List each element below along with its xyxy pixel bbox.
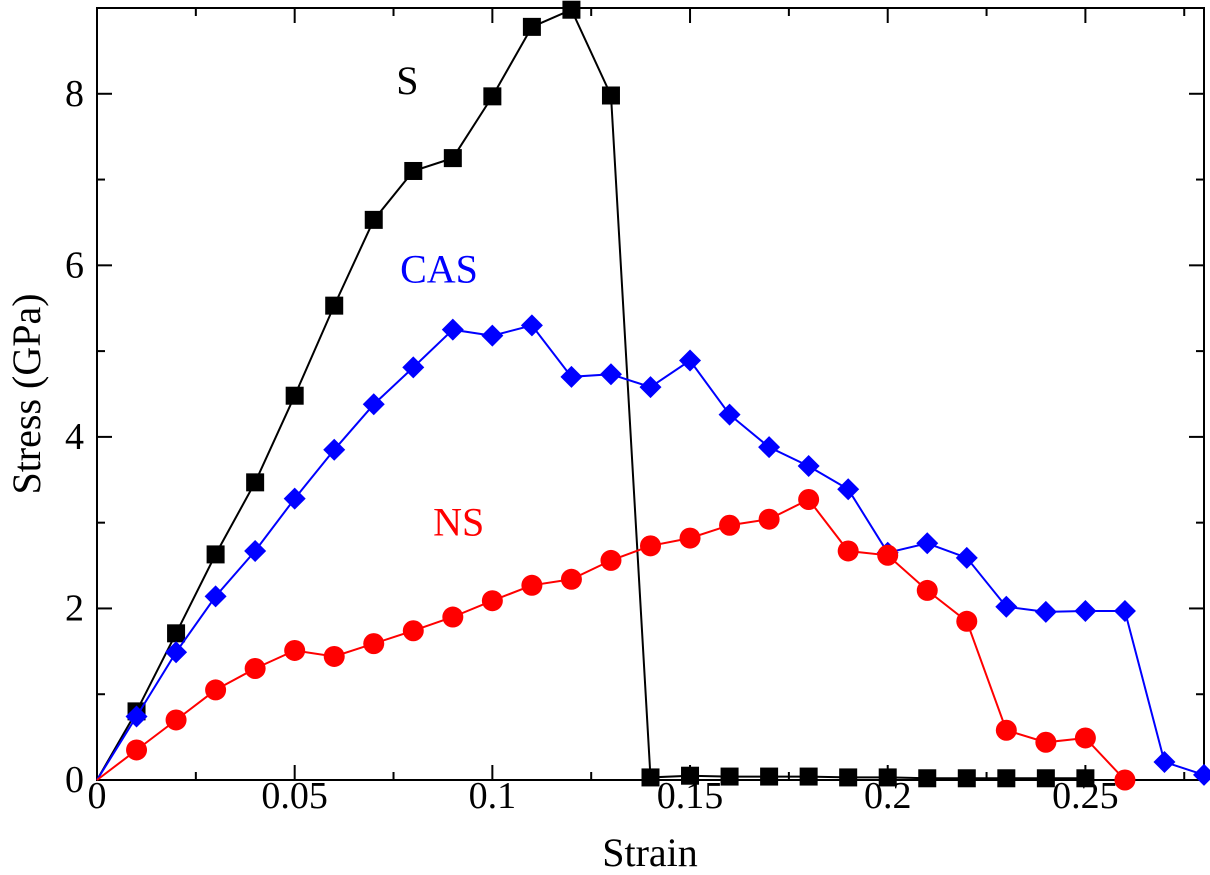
series-label-s: S <box>396 58 418 103</box>
data-point-ns <box>600 549 622 571</box>
data-point-cas <box>758 436 781 459</box>
data-point-cas <box>599 363 622 386</box>
y-tick-label: 2 <box>65 587 84 629</box>
data-point-cas <box>1113 600 1136 623</box>
data-point-cas <box>639 376 662 399</box>
data-point-cas <box>323 438 346 461</box>
x-tick-label: 0.1 <box>469 775 517 817</box>
data-point-ns <box>363 633 385 655</box>
data-point-s <box>878 768 897 787</box>
data-point-s <box>206 545 225 564</box>
data-point-ns <box>916 579 938 601</box>
data-point-s <box>364 210 383 229</box>
data-point-s <box>839 768 858 787</box>
data-point-ns <box>837 540 859 562</box>
data-point-cas <box>165 641 188 664</box>
series-label-cas: CAS <box>400 246 478 291</box>
data-point-cas <box>204 585 227 608</box>
data-point-cas <box>520 314 543 337</box>
data-point-cas <box>1193 763 1210 786</box>
data-point-cas <box>955 546 978 569</box>
data-point-ns <box>956 610 978 632</box>
data-point-cas <box>441 318 464 341</box>
x-tick-label: 0.05 <box>261 775 328 817</box>
data-point-cas <box>916 532 939 555</box>
data-point-cas <box>718 403 741 426</box>
series-line-ns <box>96 498 1126 781</box>
data-point-cas <box>1153 750 1176 773</box>
data-point-ns <box>205 679 227 701</box>
data-point-s <box>1076 769 1095 788</box>
y-tick-label: 6 <box>65 244 84 286</box>
data-point-s <box>1036 769 1055 788</box>
y-tick-label: 4 <box>65 416 84 458</box>
data-point-ns <box>1035 731 1057 753</box>
data-point-ns <box>995 719 1017 741</box>
data-point-ns <box>758 508 780 530</box>
data-point-ns <box>1114 769 1136 791</box>
data-point-s <box>562 0 581 19</box>
data-point-s <box>918 769 937 788</box>
data-point-ns <box>442 606 464 628</box>
data-point-ns <box>798 489 820 511</box>
data-point-ns <box>640 535 661 557</box>
data-point-s <box>285 386 304 405</box>
data-point-s <box>246 473 265 492</box>
data-point-cas <box>679 349 702 372</box>
data-point-s <box>601 86 620 105</box>
data-point-ns <box>126 739 148 761</box>
data-point-cas <box>402 356 425 379</box>
data-point-cas <box>1034 600 1057 623</box>
data-point-s <box>957 769 976 788</box>
data-point-ns <box>165 709 187 731</box>
data-point-ns <box>402 620 424 642</box>
series-line-s <box>96 8 1086 781</box>
y-tick-label: 8 <box>65 73 84 115</box>
data-point-cas <box>837 478 860 501</box>
data-point-s <box>167 624 186 643</box>
data-point-s <box>799 767 818 786</box>
data-point-s <box>325 296 344 315</box>
data-point-ns <box>877 544 899 566</box>
data-point-cas <box>244 539 267 562</box>
data-point-s <box>483 87 502 106</box>
data-point-cas <box>797 455 820 478</box>
data-point-cas <box>362 393 385 416</box>
y-axis-title: Stress (GPa) <box>4 293 49 494</box>
data-point-s <box>443 149 462 168</box>
data-point-s <box>681 766 700 785</box>
data-point-ns <box>719 514 741 536</box>
data-point-ns <box>284 639 306 661</box>
data-point-cas <box>995 595 1018 618</box>
x-axis-title: Strain <box>602 830 698 875</box>
data-point-ns <box>244 657 266 679</box>
data-point-ns <box>679 527 701 549</box>
x-tick-label: 0 <box>88 775 107 817</box>
data-point-cas <box>283 487 306 510</box>
data-point-cas <box>560 365 583 388</box>
data-point-s <box>760 767 779 786</box>
data-point-ns <box>1074 727 1096 749</box>
data-point-s <box>997 769 1016 788</box>
data-point-cas <box>125 705 148 728</box>
data-point-ns <box>323 645 345 667</box>
data-point-cas <box>1074 600 1097 623</box>
data-point-s <box>720 767 739 786</box>
data-point-ns <box>560 568 582 590</box>
data-point-cas <box>481 324 504 347</box>
data-point-s <box>404 161 423 180</box>
y-tick-label: 0 <box>65 759 84 801</box>
data-point-s <box>641 768 660 787</box>
series-label-ns: NS <box>433 500 484 545</box>
data-point-ns <box>481 590 503 612</box>
data-series <box>96 0 1210 791</box>
series-labels: S CAS NS <box>396 58 484 545</box>
data-point-ns <box>521 574 543 596</box>
data-point-s <box>522 17 541 36</box>
